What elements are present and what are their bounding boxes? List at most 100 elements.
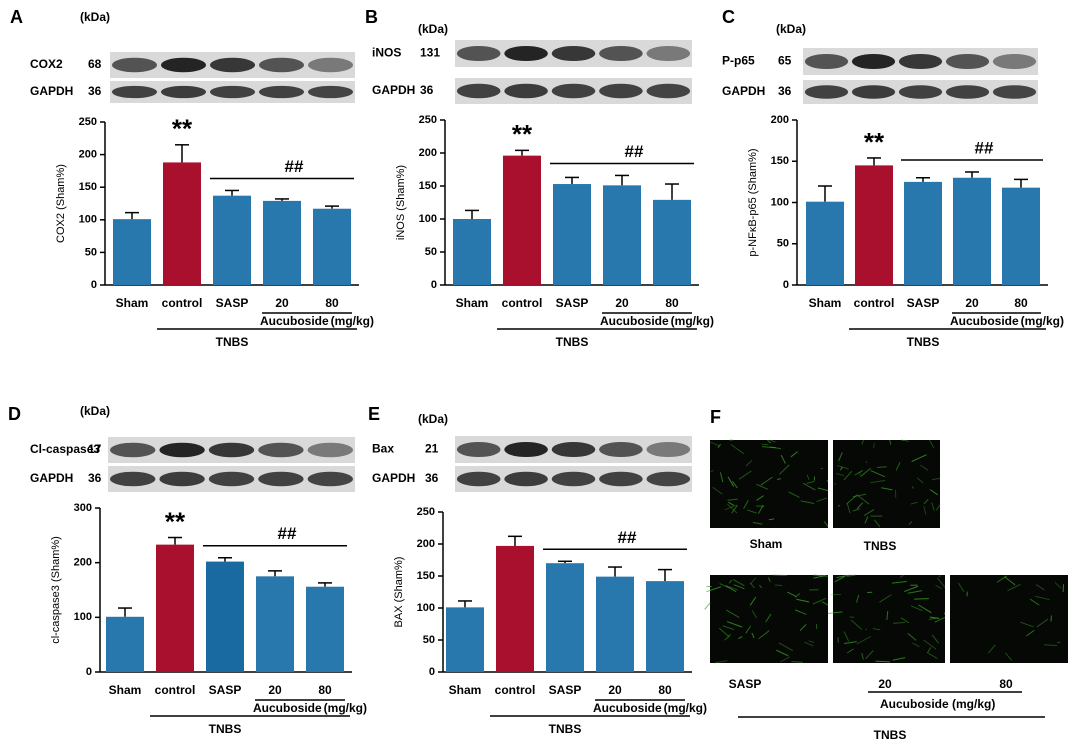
fluorescence: [777, 478, 781, 480]
fluorescence: [806, 474, 810, 480]
unit: (mg/kg): [952, 697, 995, 711]
fluorescence: [726, 503, 738, 514]
bar: [596, 576, 634, 672]
fluorescence: [827, 611, 843, 614]
x-tick-label: SASP: [907, 296, 940, 310]
fluorescence: [800, 500, 815, 505]
fluorescence: [912, 486, 914, 489]
fluorescence: [938, 575, 942, 577]
x-tick-label: SASP: [216, 296, 249, 310]
treatment-label: TNBS: [907, 335, 940, 349]
blot-band: [209, 57, 256, 73]
bar: [156, 544, 194, 672]
bar: [206, 561, 244, 672]
fluorescence: [787, 591, 797, 597]
x-tick-label: 20: [608, 683, 622, 697]
fluorescence: [920, 464, 929, 471]
fluorescence: [834, 575, 845, 583]
blot-band: [109, 442, 156, 458]
bar: [446, 607, 484, 672]
group-name: Aucuboside: [880, 697, 949, 711]
unit: (mg/kg): [664, 701, 707, 715]
fluorescence: [823, 521, 829, 527]
fluorescence: [768, 518, 775, 521]
x-tick-label: 20: [965, 296, 979, 310]
fluorescence: [837, 504, 840, 507]
x-tick-label: Sham: [116, 296, 149, 310]
blot-band: [551, 471, 596, 487]
blot-band: [109, 471, 156, 487]
group-name: Aucuboside: [600, 314, 669, 328]
fluorescence: [893, 622, 905, 624]
image-label: TNBS: [864, 539, 897, 553]
blot-kda: 36: [420, 83, 434, 97]
blot-band: [804, 85, 849, 99]
fluorescence: [988, 644, 996, 654]
fluorescence: [870, 470, 886, 478]
kda-header: (kDa): [80, 404, 110, 418]
bar: [603, 185, 641, 285]
fluorescence: [916, 477, 924, 484]
image-label: SASP: [729, 677, 762, 691]
group-name: Aucuboside: [253, 701, 322, 715]
fluorescence: [756, 483, 769, 490]
bar: [313, 208, 351, 285]
group-label: Aucuboside (mg/kg): [593, 701, 707, 715]
blot-band: [992, 53, 1037, 70]
blot-band: [307, 85, 354, 99]
fluorescence: [1043, 644, 1057, 646]
fluorescence: [923, 505, 927, 515]
y-tick-label: 150: [79, 181, 97, 193]
fluorescence: [790, 451, 798, 458]
fluorescence: [817, 487, 829, 492]
blot-kda: 68: [88, 57, 102, 71]
fluorescence: [731, 504, 738, 514]
blot-kda: 36: [88, 471, 102, 485]
blot-kda: 21: [425, 442, 439, 456]
blot-band: [551, 45, 596, 62]
fluorescence: [788, 491, 800, 498]
kda-header: (kDa): [418, 22, 448, 36]
bar: [1002, 187, 1040, 285]
blot-kda: 36: [88, 84, 102, 98]
fluorescence: [779, 464, 790, 475]
fluorescence: [875, 660, 891, 663]
bar: [953, 177, 991, 285]
fluorescence: [1020, 621, 1034, 628]
blot-band: [551, 441, 596, 458]
fluorescence: [911, 454, 927, 462]
fluorescence: [806, 480, 815, 484]
fluorescence: [935, 584, 943, 590]
x-tick-label: Sham: [456, 296, 489, 310]
fluorescence: [835, 472, 845, 477]
blot-band: [208, 442, 255, 458]
blot-band: [258, 442, 304, 458]
bar: [806, 201, 844, 285]
fluorescence: [812, 597, 827, 605]
hash: ##: [625, 142, 644, 161]
group-label: Aucuboside (mg/kg): [880, 697, 995, 711]
micrograph: [833, 440, 940, 528]
x-tick-label: 80: [658, 683, 672, 697]
group-label: Aucuboside (mg/kg): [950, 314, 1064, 328]
fluorescence: [923, 639, 937, 650]
fluorescence: [719, 472, 724, 483]
fluorescence: [865, 650, 874, 659]
fluorescence: [895, 461, 901, 471]
x-tick-label: 80: [1014, 296, 1028, 310]
y-axis-label: cl-caspase3 (Sham%): [50, 536, 62, 644]
fluorescence: [802, 482, 816, 491]
blot-band: [992, 85, 1037, 99]
fluorescence: [816, 497, 828, 502]
fluorescence: [813, 574, 826, 579]
fluorescence: [847, 648, 854, 654]
y-tick-label: 200: [771, 114, 789, 126]
fluorescence: [743, 500, 749, 509]
fluorescence: [931, 634, 940, 644]
bar: [306, 586, 344, 672]
fluorescence: [780, 656, 791, 663]
y-tick-label: 250: [419, 114, 437, 126]
fluorescence: [1035, 595, 1050, 601]
fluorescence: [791, 661, 803, 663]
fluorescence: [903, 585, 919, 593]
